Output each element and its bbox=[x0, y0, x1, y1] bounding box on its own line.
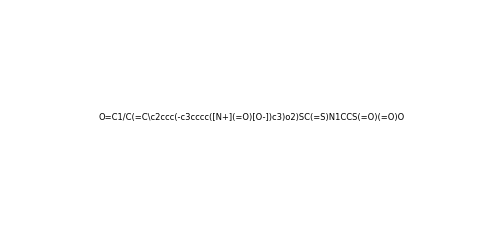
Text: O=C1/C(=C\c2ccc(-c3cccc([N+](=O)[O-])c3)o2)SC(=S)N1CCS(=O)(=O)O: O=C1/C(=C\c2ccc(-c3cccc([N+](=O)[O-])c3)… bbox=[99, 113, 405, 122]
